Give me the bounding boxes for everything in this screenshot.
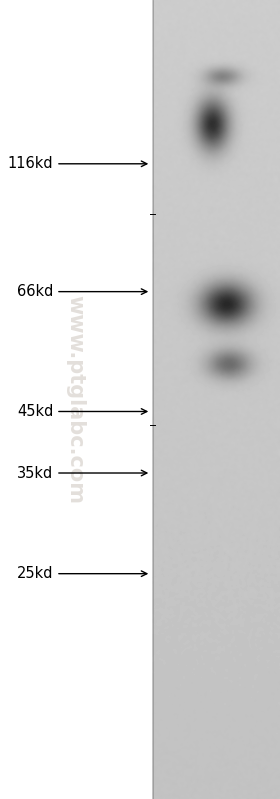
Text: 35kd: 35kd — [17, 466, 53, 480]
Text: 45kd: 45kd — [17, 404, 53, 419]
Text: 66kd: 66kd — [17, 284, 53, 299]
Text: 116kd: 116kd — [8, 157, 53, 171]
Text: www.ptglabc.com: www.ptglabc.com — [66, 295, 86, 504]
Text: 25kd: 25kd — [17, 566, 53, 581]
